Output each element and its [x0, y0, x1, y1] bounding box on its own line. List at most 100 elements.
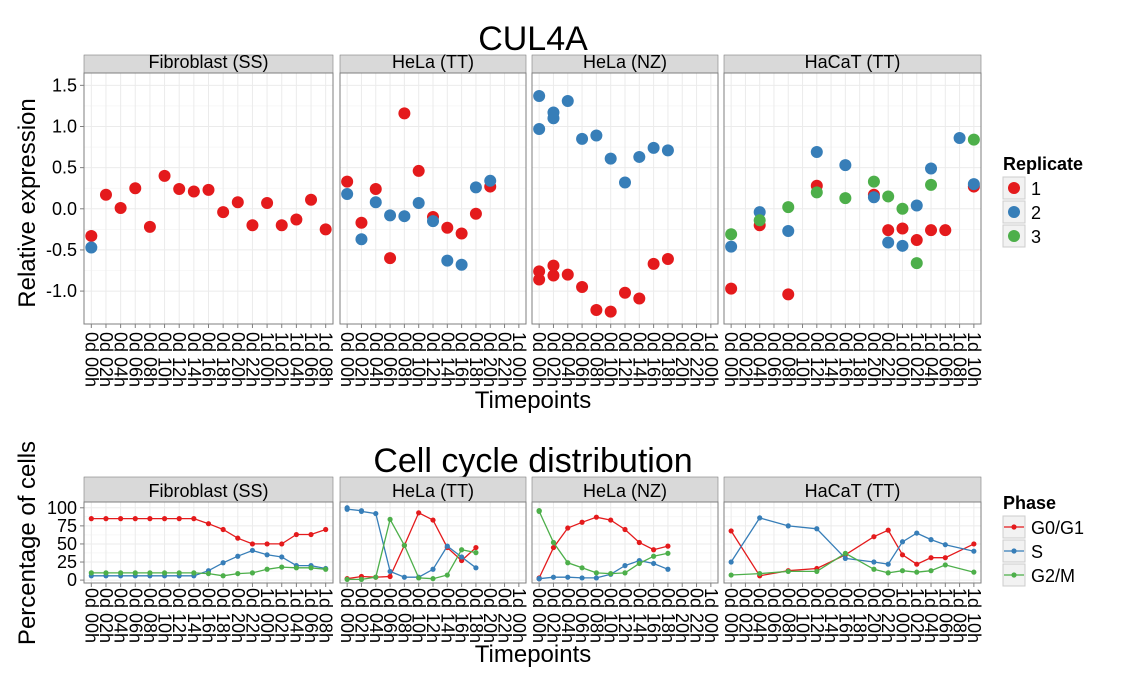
- legend-label: S: [1031, 542, 1043, 562]
- data-point: [147, 516, 153, 522]
- data-point: [842, 550, 848, 556]
- data-point: [619, 176, 631, 189]
- x-tick-label: 1d 04h: [921, 332, 941, 387]
- panel-border: [531, 72, 719, 325]
- x-tick-label: 0d 08h: [586, 588, 606, 643]
- data-point: [455, 227, 468, 240]
- data-point: [561, 94, 574, 107]
- x-tick-label: 0d 12h: [615, 332, 635, 387]
- data-point: [249, 547, 256, 554]
- data-point: [896, 239, 909, 252]
- data-point: [896, 202, 909, 215]
- data-point: [782, 225, 795, 238]
- data-point: [249, 541, 256, 547]
- data-point: [469, 207, 482, 220]
- data-point: [319, 223, 332, 236]
- data-point: [430, 517, 436, 523]
- data-point: [782, 288, 795, 301]
- data-point: [264, 552, 270, 558]
- x-tick-label: 0d 02h: [96, 588, 116, 643]
- data-point: [279, 541, 285, 547]
- facet-strip: [531, 476, 719, 503]
- x-tick-label: 0d 22h: [495, 332, 515, 387]
- x-tick-label: 0d 18h: [658, 588, 678, 643]
- data-point: [785, 523, 791, 529]
- data-point: [103, 516, 109, 522]
- x-tick-label: 0d 14h: [184, 332, 204, 387]
- data-point: [176, 516, 182, 522]
- data-point: [344, 576, 350, 582]
- x-tick-label: 0d 02h: [96, 332, 116, 387]
- data-point: [473, 550, 479, 556]
- data-point: [369, 196, 382, 209]
- x-tick-label: 0d 16h: [835, 332, 855, 387]
- data-point: [205, 570, 212, 577]
- data-point: [387, 568, 393, 575]
- x-tick-label: 1d 08h: [316, 332, 336, 387]
- data-point: [290, 213, 303, 226]
- data-point: [636, 539, 642, 546]
- data-point: [939, 224, 952, 237]
- x-tick-label: 1d 08h: [316, 588, 336, 643]
- legend-key-point: [1011, 524, 1017, 530]
- data-point: [633, 150, 646, 163]
- x-tick-label: 1d 04h: [286, 332, 306, 387]
- x-tick-label: 0d 18h: [213, 332, 233, 387]
- data-point: [547, 106, 560, 119]
- data-point: [358, 576, 365, 582]
- data-point: [942, 562, 948, 568]
- data-point: [176, 570, 182, 576]
- x-tick-label: 0d 14h: [821, 332, 841, 387]
- data-point: [293, 565, 299, 571]
- data-point: [757, 570, 763, 577]
- data-point: [636, 560, 642, 567]
- x-tick-label: 0d 22h: [242, 588, 262, 643]
- data-point: [661, 144, 674, 157]
- x-tick-label: 1d 00h: [701, 332, 721, 387]
- data-point: [547, 269, 560, 282]
- data-point: [147, 570, 153, 576]
- x-tick-label: 0d 22h: [878, 588, 898, 643]
- x-tick-label: 0d 18h: [850, 332, 870, 387]
- data-point: [279, 554, 285, 560]
- data-point: [430, 576, 436, 582]
- data-point: [785, 568, 791, 575]
- data-point: [143, 220, 156, 233]
- chart-title: CUL4A: [478, 20, 588, 58]
- x-tick-label: 0d 10h: [409, 588, 429, 643]
- x-tick-label: 0d 20h: [864, 332, 884, 387]
- y-tick-label: 1.0: [52, 116, 77, 136]
- data-point: [536, 508, 542, 515]
- data-point: [427, 215, 439, 228]
- data-point: [416, 510, 422, 516]
- x-tick-label: 1d 00h: [701, 588, 721, 643]
- data-point: [373, 510, 379, 517]
- x-tick-label: 0d 12h: [615, 588, 635, 643]
- data-point: [882, 224, 895, 237]
- data-point: [129, 182, 142, 195]
- data-point: [647, 141, 660, 154]
- x-tick-label: 0d 18h: [850, 588, 870, 643]
- data-point: [235, 553, 241, 559]
- legend-label: G2/M: [1031, 566, 1075, 586]
- x-tick-label: 0d 04h: [366, 588, 386, 643]
- data-point: [925, 178, 938, 191]
- data-point: [842, 555, 848, 562]
- x-tick-label: 0d 22h: [687, 588, 707, 643]
- x-tick-label: 0d 16h: [452, 332, 472, 387]
- data-point: [235, 570, 241, 577]
- x-tick-label: 0d 02h: [543, 588, 563, 643]
- series-line-G2/M: [347, 517, 477, 581]
- data-point: [928, 537, 934, 543]
- data-point: [665, 566, 671, 572]
- facet-strip-label: HeLa (TT): [392, 481, 474, 501]
- data-point: [622, 526, 628, 533]
- x-tick-label: 0d 14h: [437, 588, 457, 643]
- x-tick-label: 1d 08h: [950, 332, 970, 387]
- x-tick-label: 0d 14h: [184, 588, 204, 643]
- x-tick-label: 0d 04h: [111, 332, 131, 387]
- x-tick-label: 0d 16h: [644, 332, 664, 387]
- x-tick-label: 0d 10h: [601, 588, 621, 643]
- data-point: [925, 162, 938, 175]
- data-point: [355, 216, 368, 229]
